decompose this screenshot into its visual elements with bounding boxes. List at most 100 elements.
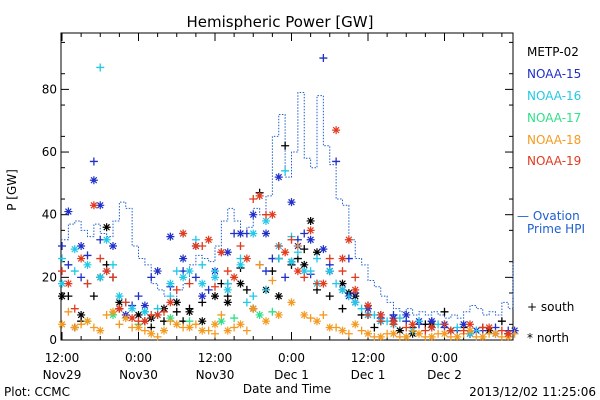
noaa-19-north-point [115,304,124,313]
noaa-15-south-point [281,273,290,282]
noaa-16-south-point [96,63,105,72]
noaa-19-south-point [402,323,411,332]
noaa-15-south-point [300,229,309,238]
noaa-15-north-point [306,235,315,244]
noaa-16-south-point [332,279,341,288]
noaa-19-north-point [268,210,277,219]
noaa-18-north-point [134,323,143,332]
noaa-16-north-point [166,279,175,288]
noaa-16-south-point [242,298,251,307]
legend-item-noaa-17: NOAA-17 [527,111,581,125]
noaa-19-south-point [497,326,506,335]
metp-02-south-point [338,304,347,313]
noaa-18-south-point [140,326,149,335]
metp-02-north-point [395,326,404,335]
noaa-18-north-point [236,320,245,329]
noaa-16-north-point [287,257,296,266]
noaa-18-north-point [274,310,283,319]
noaa-16-south-point [415,317,423,326]
noaa-16-north-point [249,229,258,238]
x-tick-label-time: 0:00 [278,351,305,365]
noaa-19-north-point [364,301,372,310]
noaa-16-south-point [262,285,270,294]
noaa-16-south-point [357,304,366,313]
noaa-15-south-point [77,273,86,282]
x-tick-label-time: 12:00 [45,351,80,365]
y-tick-label: 0 [49,333,57,347]
noaa-15-south-point [134,292,143,301]
y-tick-label: 80 [42,82,57,96]
x-tick-label-time: 12:00 [351,351,386,365]
noaa-18-north-point [338,326,347,335]
noaa-16-north-point [128,304,137,313]
noaa-18-north-point [415,329,423,338]
x-tick-label-time: 0:00 [125,351,152,365]
noaa-18-south-point [293,242,302,251]
noaa-19-north-point [204,235,213,244]
noaa-18-north-point [300,310,309,319]
metp-02-north-point [338,279,347,288]
x-tick-label-date: Dec 2 [427,368,462,382]
noaa-16-south-point [58,254,66,263]
noaa-18-north-point [185,323,194,332]
noaa-19-south-point [172,285,181,294]
noaa-19-north-point [376,310,385,319]
noaa-18-north-point [389,329,398,338]
noaa-19-north-point [446,326,455,335]
ovation-line [61,92,514,319]
noaa-18-south-point [89,323,98,332]
chart-title: Hemispheric Power [GW] [187,13,374,31]
noaa-18-north-point [478,332,487,341]
noaa-19-north-point [255,191,264,200]
noaa-18-south-point [230,323,239,332]
noaa-16-north-point [236,260,245,269]
noaa-18-north-point [376,332,385,341]
noaa-18-south-point [64,307,73,316]
x-tick-label-date: Nov30 [196,368,235,382]
noaa-16-north-point [70,245,79,254]
noaa-19-south-point [236,242,245,251]
noaa-19-north-point [485,323,494,332]
noaa-18-north-point [466,326,474,335]
noaa-19-north-point [242,254,251,263]
noaa-19-south-point [459,326,468,335]
noaa-19-south-point [83,279,92,288]
legend-ovation-line2: Prime HPI [527,222,585,236]
metp-02-north-point [115,298,124,307]
noaa-18-north-point [121,314,130,323]
noaa-19-north-point [89,201,98,210]
metp-02-north-point [58,292,66,301]
noaa-18-north-point [427,332,436,341]
noaa-16-south-point [172,267,181,276]
noaa-15-north-point [459,320,468,329]
noaa-16-north-point [338,285,347,294]
metp-02-north-point [134,310,143,319]
noaa-15-north-point [109,242,117,251]
noaa-18-north-point [453,332,462,341]
noaa-15-north-point [198,292,207,301]
noaa-19-south-point [109,273,117,282]
metp-02-south-point [325,292,334,301]
metp-02-south-point [281,141,290,150]
noaa-18-north-point [172,320,181,329]
noaa-16-south-point [453,323,462,332]
noaa-19-south-point [70,304,79,313]
plot-frame [60,32,514,341]
noaa-19-south-point [160,307,168,316]
noaa-18-north-point [58,320,66,329]
noaa-18-north-point [440,329,449,338]
noaa-16-south-point [344,292,353,301]
noaa-19-north-point [319,279,328,288]
legend-item-noaa-15: NOAA-15 [527,67,581,81]
noaa-19-north-point [344,235,353,244]
noaa-18-north-point [262,317,270,326]
noaa-15-south-point [58,242,66,251]
noaa-15-north-point [77,242,86,251]
noaa-18-north-point [351,320,360,329]
noaa-15-north-point [236,229,245,238]
noaa-19-north-point [153,310,162,319]
noaa-16-north-point [96,273,105,282]
noaa-19-north-point [351,285,360,294]
noaa-15-south-point [64,260,73,269]
